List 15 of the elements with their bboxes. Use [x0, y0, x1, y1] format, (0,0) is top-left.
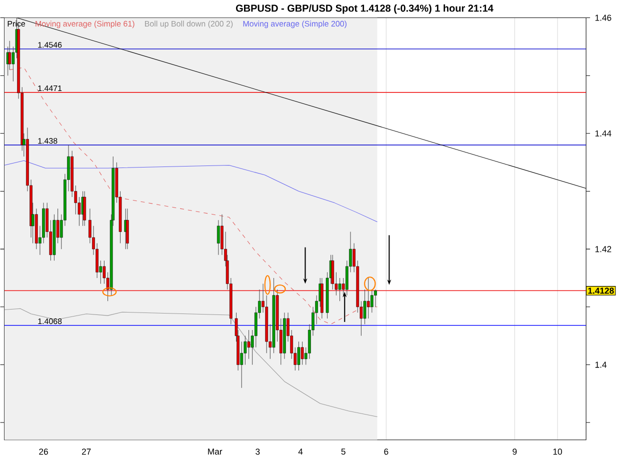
- y-tick-label: 1.46: [595, 14, 612, 21]
- x-tick-label: 9: [512, 448, 517, 455]
- chart-title: GBPUSD - GBP/USD Spot 1.4128 (-0.34%) 1 hour 21:14: [236, 4, 494, 14]
- ref-line-label: 1.4128: [588, 288, 614, 294]
- y-tick-label: 1.44: [595, 130, 612, 136]
- x-tick-label: Mar: [208, 448, 222, 455]
- x-tick-label: 4: [298, 448, 303, 455]
- x-tick-label: 27: [82, 448, 91, 455]
- y-tick-label: 1.42: [595, 246, 612, 252]
- x-tick-label: 6: [384, 448, 388, 455]
- x-tick-label: 10: [553, 448, 562, 455]
- x-tick-label: 26: [39, 448, 48, 455]
- y-tick-label: 1.4: [595, 362, 607, 368]
- x-tick-label: 5: [341, 448, 346, 455]
- x-tick-label: 3: [256, 448, 260, 455]
